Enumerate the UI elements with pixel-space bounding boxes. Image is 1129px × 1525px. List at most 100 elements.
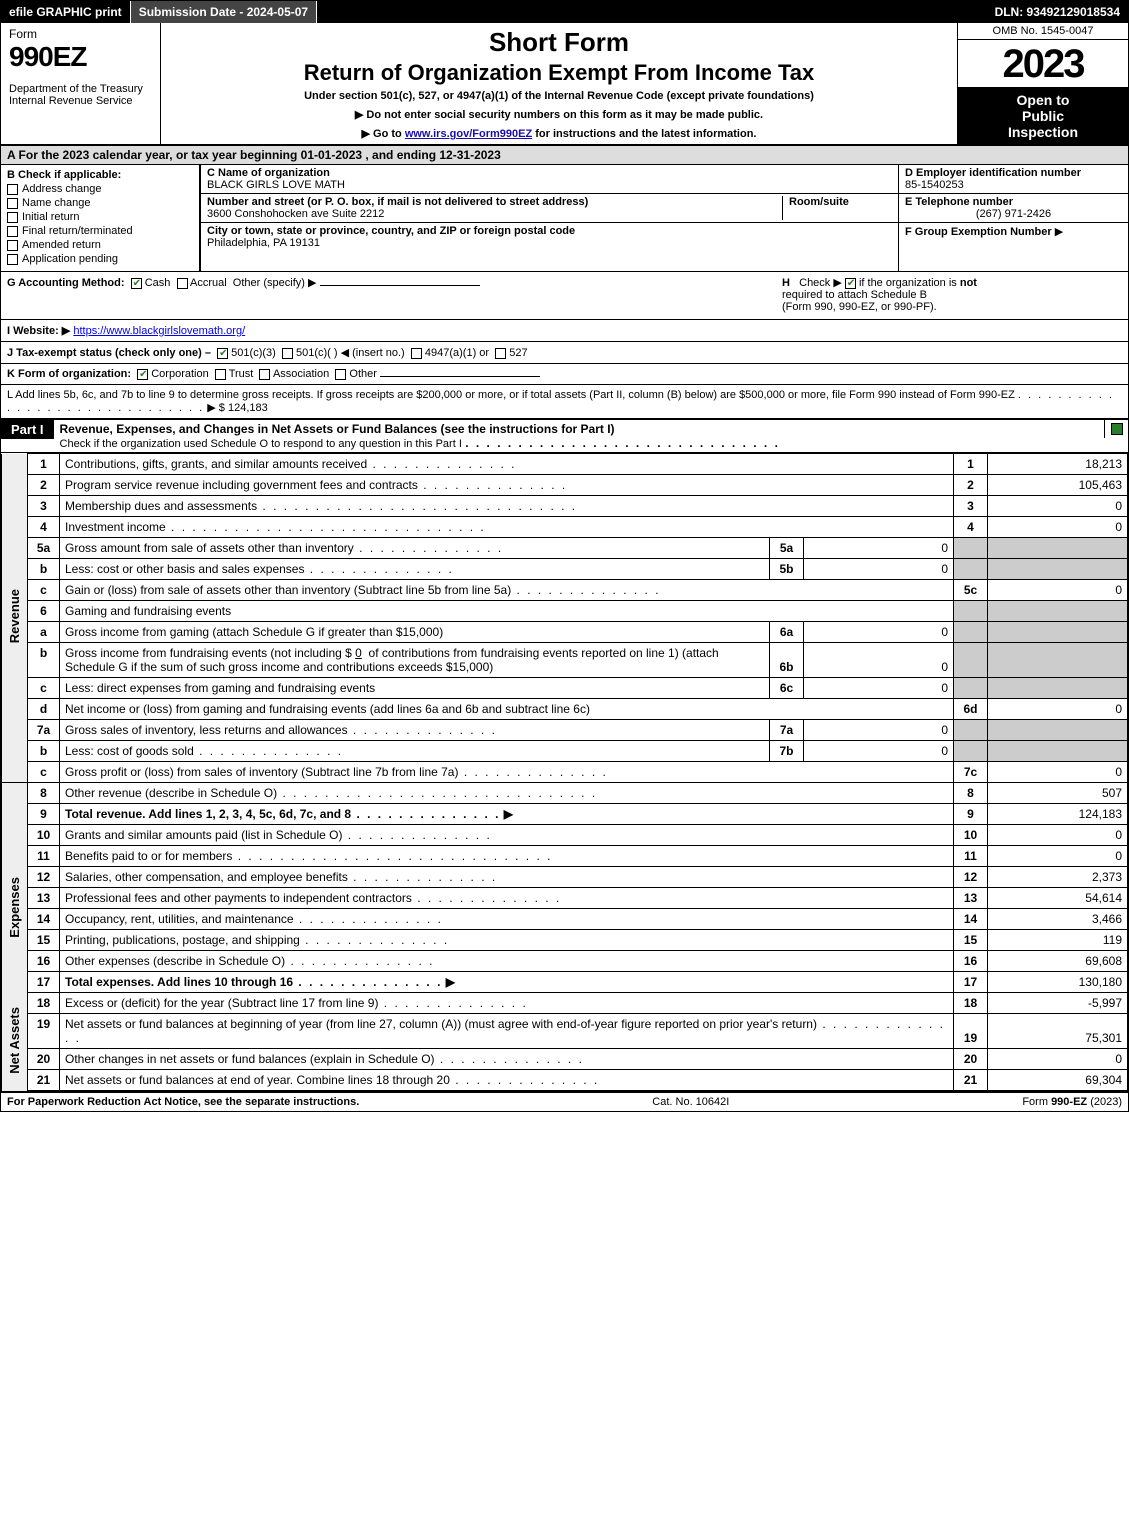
- checkbox-501c3[interactable]: [217, 348, 228, 359]
- website-link[interactable]: https://www.blackgirlslovemath.org/: [73, 325, 245, 337]
- checkbox-trust[interactable]: [215, 369, 226, 380]
- checkbox-icon[interactable]: [7, 198, 18, 209]
- section-d-label: D Employer identification number: [905, 167, 1081, 179]
- line-desc-text: Total expenses. Add lines 10 through 16: [65, 975, 293, 989]
- part-i-checkbox[interactable]: [1111, 423, 1123, 435]
- line-num: 7a: [28, 720, 60, 741]
- line-colnum: 15: [954, 930, 988, 951]
- submission-date-label: Submission Date - 2024-05-07: [131, 1, 317, 23]
- section-b-label: B Check if applicable:: [7, 169, 193, 181]
- line-num: 14: [28, 909, 60, 930]
- line-desc: Membership dues and assessments: [60, 496, 954, 517]
- omb-number: OMB No. 1545-0047: [958, 23, 1128, 40]
- line-colnum: 14: [954, 909, 988, 930]
- line-desc-text: Other changes in net assets or fund bala…: [65, 1052, 435, 1066]
- chk-initial-return[interactable]: Initial return: [7, 211, 193, 223]
- line-value: 105,463: [988, 475, 1128, 496]
- k-corp: Corporation: [151, 368, 208, 380]
- room-label: Room/suite: [789, 196, 849, 208]
- chk-final-return[interactable]: Final return/terminated: [7, 225, 193, 237]
- chk-application-pending[interactable]: Application pending: [7, 253, 193, 265]
- part-i-checkbox-cell: [1104, 420, 1128, 438]
- dept-line-2: Internal Revenue Service: [9, 95, 152, 107]
- street-row: Number and street (or P. O. box, if mail…: [201, 194, 898, 223]
- line-desc: Gain or (loss) from sale of assets other…: [60, 580, 954, 601]
- checkbox-cash[interactable]: [131, 278, 142, 289]
- checkbox-corp[interactable]: [137, 369, 148, 380]
- checkbox-527[interactable]: [495, 348, 506, 359]
- row-k-label: K Form of organization:: [7, 368, 131, 380]
- checkbox-h[interactable]: [845, 278, 856, 289]
- line-desc: Grants and similar amounts paid (list in…: [60, 825, 954, 846]
- chk-address-change[interactable]: Address change: [7, 183, 193, 195]
- page-footer: For Paperwork Reduction Act Notice, see …: [1, 1091, 1128, 1111]
- checkbox-icon[interactable]: [7, 254, 18, 265]
- checkbox-icon[interactable]: [7, 212, 18, 223]
- title-block: Form 990EZ Department of the Treasury In…: [1, 23, 1128, 146]
- checkbox-accrual[interactable]: [177, 278, 188, 289]
- row-j-label: J Tax-exempt status (check only one) –: [7, 347, 211, 359]
- table-row: 9 Total revenue. Add lines 1, 2, 3, 4, 5…: [2, 804, 1128, 825]
- dots-icon: [304, 562, 453, 576]
- line-subval: 0: [804, 678, 954, 699]
- dots-icon: [300, 933, 449, 947]
- k-other-fill[interactable]: [380, 376, 540, 377]
- irs-link[interactable]: www.irs.gov/Form990EZ: [405, 128, 532, 140]
- checkbox-other[interactable]: [335, 369, 346, 380]
- section-b: B Check if applicable: Address change Na…: [1, 165, 201, 271]
- grey-cell: [954, 601, 988, 622]
- line-desc-text: Gross sales of inventory, less returns a…: [65, 723, 348, 737]
- line-subval: 0: [804, 622, 954, 643]
- checkbox-icon[interactable]: [7, 226, 18, 237]
- table-row: 19 Net assets or fund balances at beginn…: [2, 1014, 1128, 1049]
- line-desc: Gaming and fundraising events: [60, 601, 954, 622]
- checkbox-assoc[interactable]: [259, 369, 270, 380]
- chk-name-change[interactable]: Name change: [7, 197, 193, 209]
- dln-label: DLN: 93492129018534: [987, 1, 1128, 23]
- chk-label: Name change: [22, 197, 91, 209]
- row-l-amount: 124,183: [228, 402, 268, 414]
- line-subnum: 6b: [770, 643, 804, 678]
- line-desc: Excess or (deficit) for the year (Subtra…: [60, 993, 954, 1014]
- checkbox-4947[interactable]: [411, 348, 422, 359]
- dots-icon: [354, 541, 503, 555]
- form-number: 990EZ: [9, 41, 152, 73]
- grey-cell: [954, 720, 988, 741]
- open-line-1: Open to: [962, 92, 1124, 108]
- line-num: b: [28, 559, 60, 580]
- line-desc-text: Occupancy, rent, utilities, and maintena…: [65, 912, 294, 926]
- line-value: 3,466: [988, 909, 1128, 930]
- line-num: 11: [28, 846, 60, 867]
- dots-icon: [285, 954, 434, 968]
- line-desc-text: Grants and similar amounts paid (list in…: [65, 828, 342, 842]
- efile-print-label[interactable]: efile GRAPHIC print: [1, 1, 131, 23]
- title-h2: Return of Organization Exempt From Incom…: [169, 60, 949, 86]
- street-value: 3600 Conshohocken ave Suite 2212: [207, 208, 384, 220]
- line-colnum: 6d: [954, 699, 988, 720]
- phone-value: (267) 971-2426: [905, 208, 1122, 220]
- table-row: 16 Other expenses (describe in Schedule …: [2, 951, 1128, 972]
- part-i-header: Part I Revenue, Expenses, and Changes in…: [1, 420, 1128, 453]
- table-row: 17 Total expenses. Add lines 10 through …: [2, 972, 1128, 993]
- checkbox-501c[interactable]: [282, 348, 293, 359]
- table-row: Revenue 1 Contributions, gifts, grants, …: [2, 454, 1128, 475]
- dots-icon: [367, 457, 516, 471]
- row-h-text1: Check ▶: [799, 277, 842, 289]
- line-value: 507: [988, 783, 1128, 804]
- g-other-fill[interactable]: [320, 285, 480, 286]
- dots-icon: [293, 975, 442, 989]
- line-desc-text: Less: cost or other basis and sales expe…: [65, 562, 304, 576]
- line-a: A For the 2023 calendar year, or tax yea…: [1, 146, 1128, 165]
- line-subnum: 5b: [770, 559, 804, 580]
- line-desc: Less: cost of goods sold: [60, 741, 770, 762]
- line-desc: Other changes in net assets or fund bala…: [60, 1049, 954, 1070]
- line-num: 6: [28, 601, 60, 622]
- dots-icon: [232, 849, 552, 863]
- checkbox-icon[interactable]: [7, 184, 18, 195]
- chk-amended-return[interactable]: Amended return: [7, 239, 193, 251]
- chk-label: Final return/terminated: [22, 225, 133, 237]
- section-f: F Group Exemption Number ▶: [899, 223, 1128, 240]
- line-value: 69,608: [988, 951, 1128, 972]
- checkbox-icon[interactable]: [7, 240, 18, 251]
- title-sub: Under section 501(c), 527, or 4947(a)(1)…: [169, 90, 949, 102]
